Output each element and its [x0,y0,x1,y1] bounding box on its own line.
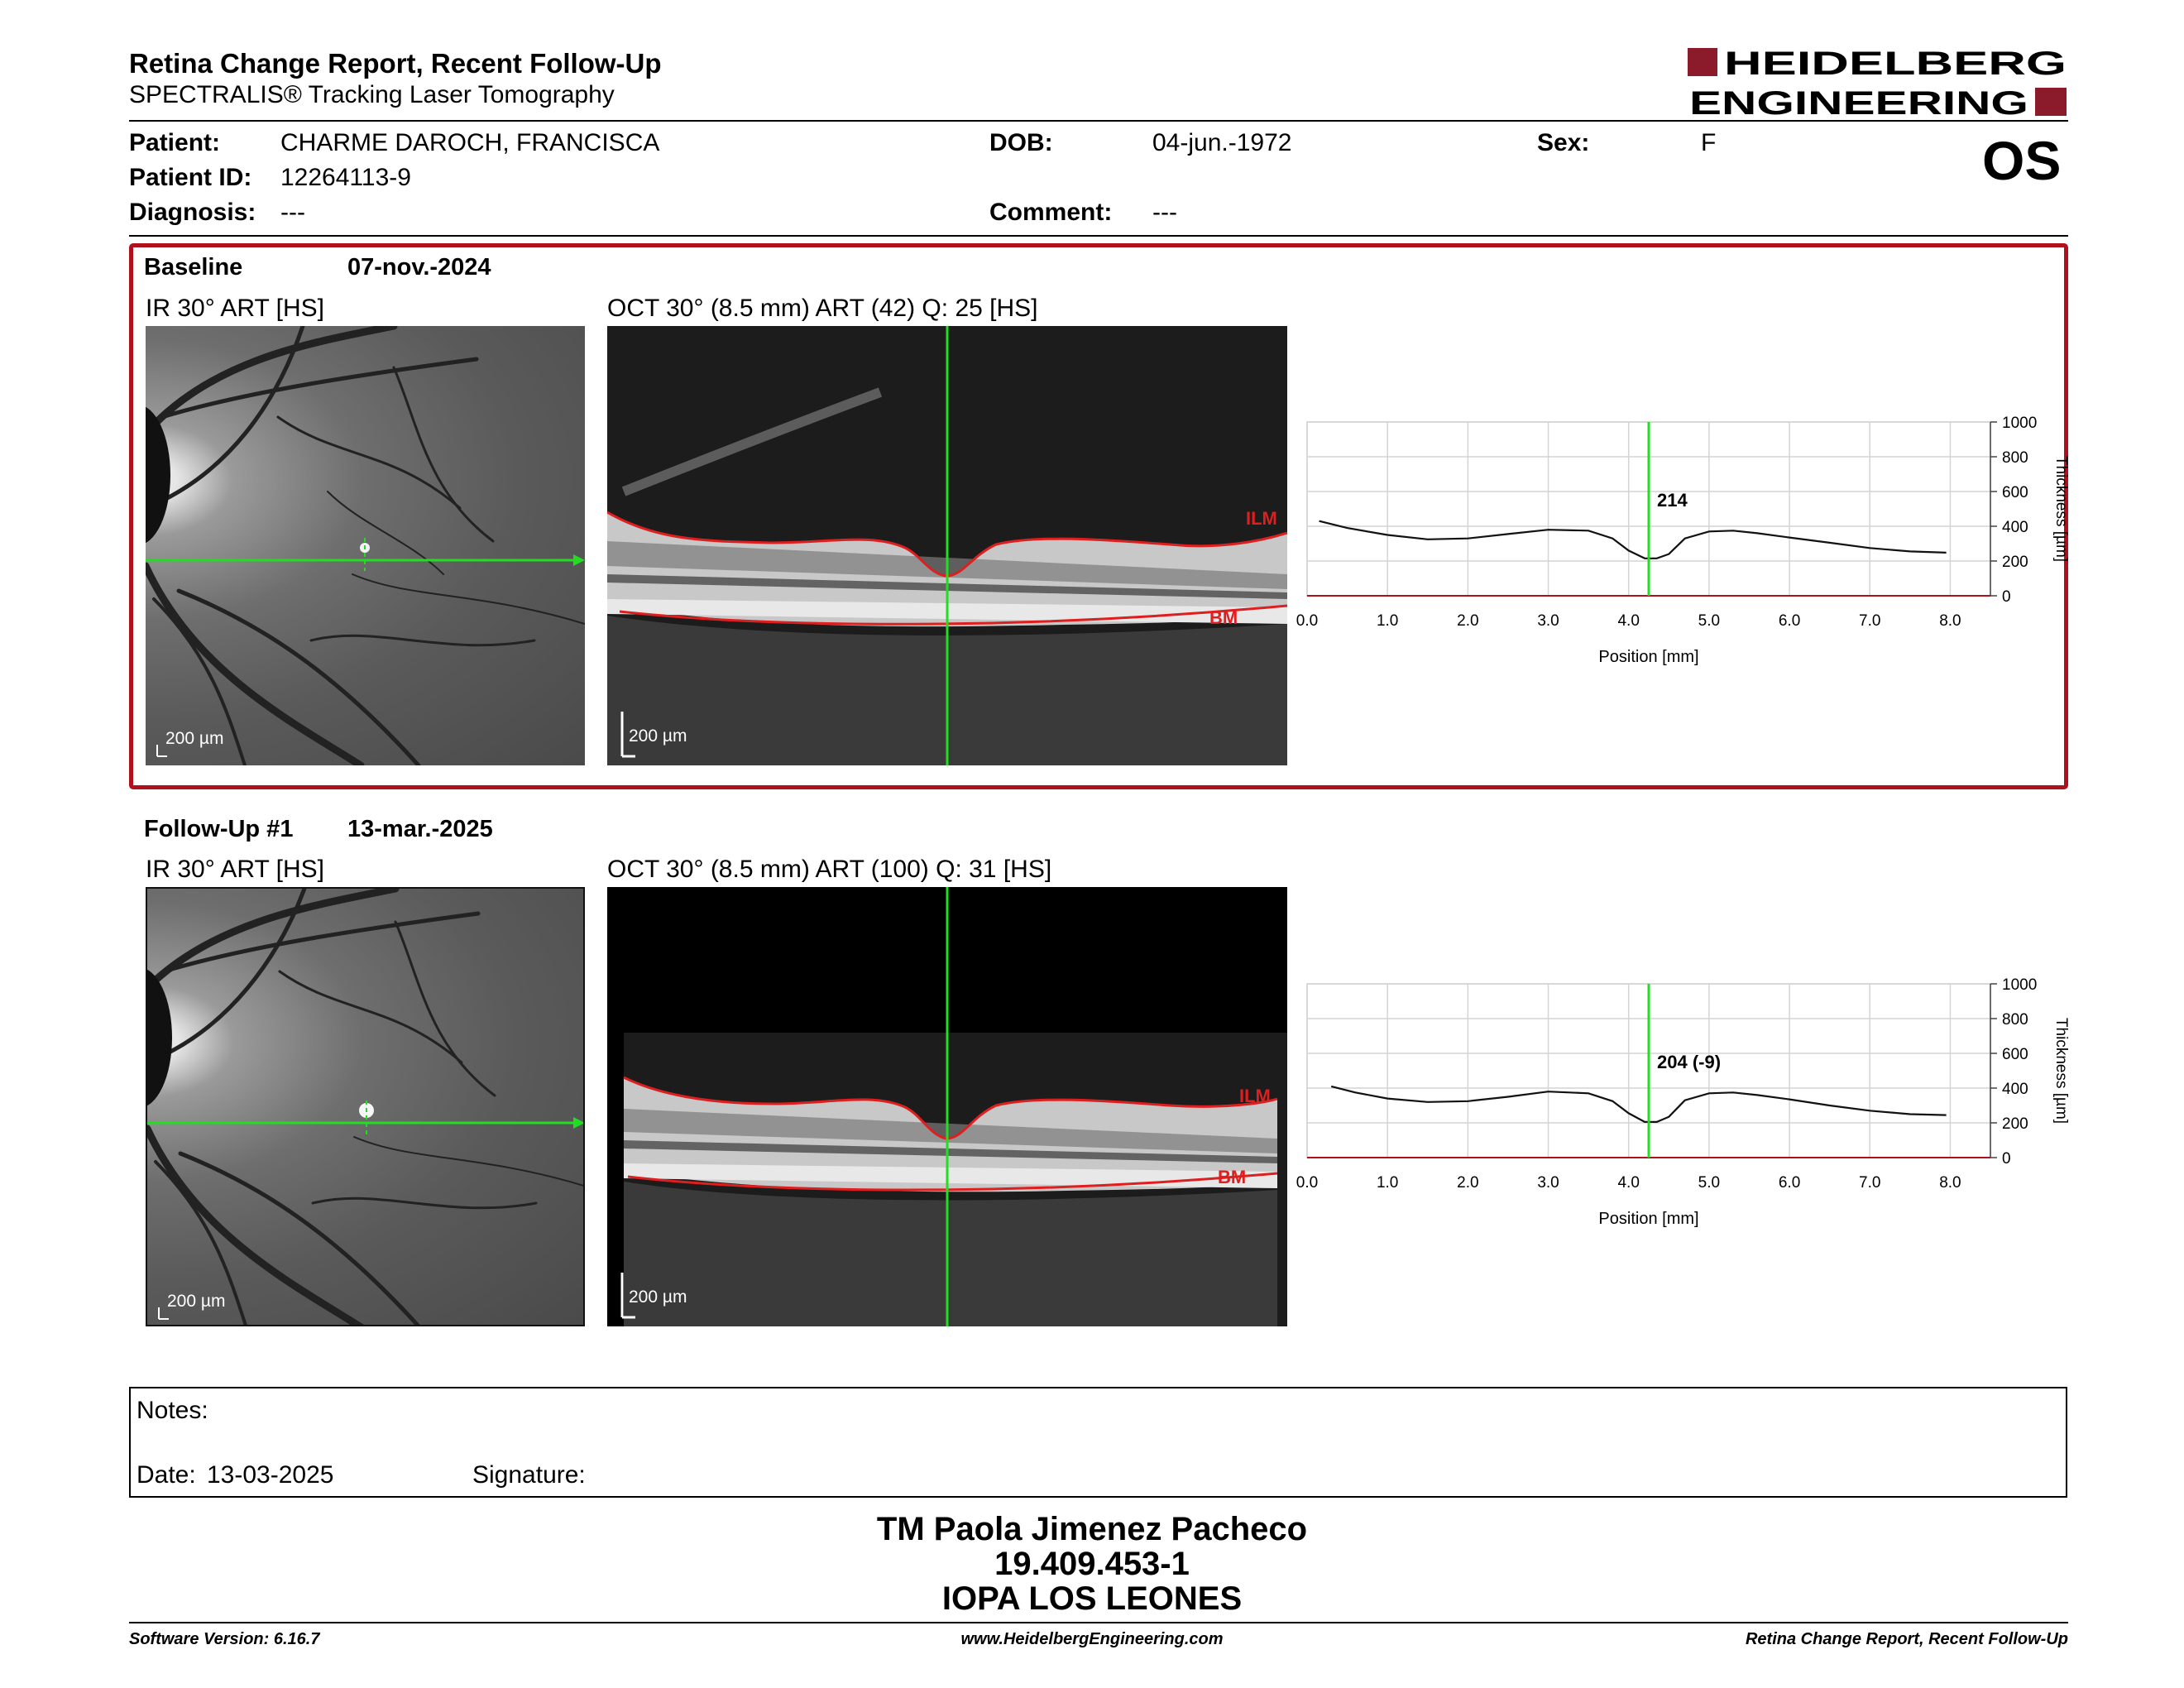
patient-name: CHARME DAROCH, FRANCISCA [280,129,660,156]
comment-label: Comment: [989,199,1113,226]
chart1-ytick-4: 800 [2002,1011,2028,1029]
chart1-thickness-line [1330,1085,1947,1123]
chart1-xtick-7: 7.0 [1859,1174,1880,1192]
signer-place: IOPA LOS LEONES [941,1580,1243,1617]
sex-label: Sex: [1537,129,1590,156]
followup-oct-bscan-image: ILM BM 200 µm [607,887,1287,1326]
baseline-highlight-frame [129,243,2068,789]
footer-report-name: Retina Change Report, Recent Follow-Up [1745,1630,2068,1648]
chart0-ytick-2: 400 [2002,519,2028,536]
chart1-ytick-3: 600 [2002,1046,2028,1063]
heidelberg-logo: HEIDELBERG ENGINEERING [1688,46,2067,119]
chart1-xtick-4: 4.0 [1617,1174,1639,1192]
dob-label: DOB: [989,129,1053,156]
chart0-xtick-2: 2.0 [1457,612,1478,630]
chart0-xtick-4: 4.0 [1617,612,1639,630]
chart1-marker-label: 204 (-9) [1657,1052,1721,1072]
chart0-xtick-5: 5.0 [1698,612,1720,630]
signer-rut: 19.409.453-1 [994,1546,1190,1582]
footer-divider [129,1622,2068,1623]
chart0-x-axis-label: Position [mm] [1598,648,1698,666]
logo-line2: ENGINEERING [1689,85,2028,119]
baseline-bm-label: BM [1209,607,1238,628]
chart1-ytick-5: 1000 [2002,976,2037,994]
notes-label: Notes: [136,1397,208,1424]
followup-ir-caption: IR 30° ART [HS] [146,856,324,883]
patient-id-label: Patient ID: [129,164,252,191]
chart0-xtick-3: 3.0 [1537,612,1559,630]
chart0-xtick-7: 7.0 [1859,612,1880,630]
diagnosis-value: --- [280,199,305,226]
chart1-xtick-8: 8.0 [1939,1174,1961,1192]
report-subtitle: SPECTRALIS® Tracking Laser Tomography [129,81,615,108]
chart1-xtick-2: 2.0 [1457,1174,1478,1192]
followup-bm-label: BM [1218,1167,1246,1187]
chart1-x-axis-label: Position [mm] [1598,1210,1698,1228]
chart0-ytick-0: 0 [2002,588,2011,606]
chart1-xtick-5: 5.0 [1698,1174,1720,1192]
chart0-ytick-4: 800 [2002,449,2028,467]
footer-software-version: Software Version: 6.16.7 [129,1630,320,1648]
chart0-xtick-6: 6.0 [1779,612,1800,630]
baseline-thickness-chart: 0.0 1.0 2.0 3.0 4.0 5.0 6.0 7.0 8.0 0 200 400 600 800… [1296,415,2070,666]
baseline-oct-caption: OCT 30° (8.5 mm) ART (42) Q: 25 [HS] [607,295,1038,322]
chart0-marker-label: 214 [1657,490,1688,511]
chart0-thickness-line [1319,520,1947,559]
notes-date-value: 13-03-2025 [207,1461,334,1489]
chart0-ytick-1: 200 [2002,554,2028,571]
sex-value: F [1701,129,1717,156]
chart1-ytick-0: 0 [2002,1150,2011,1168]
chart0-xtick-1: 1.0 [1377,612,1398,630]
followup-label: Follow-Up #1 [144,816,294,842]
followup-date: 13-mar.-2025 [347,816,493,842]
notes-box: Notes: Date: 13-03-2025 Signature: [129,1387,2067,1498]
chart1-ytick-1: 200 [2002,1115,2028,1133]
notes-date-label: Date: [136,1461,196,1489]
patient-label: Patient: [129,129,221,156]
followup-oct-scale: 200 µm [629,1288,687,1307]
footer-website: www.HeidelbergEngineering.com [960,1630,1224,1648]
chart0-ytick-3: 600 [2002,484,2028,501]
signer-name: TM Paola Jimenez Pacheco [876,1511,1308,1547]
patient-id: 12264113-9 [280,164,411,191]
followup-ir-fundus-image: 200 µm [146,887,585,1326]
report-title: Retina Change Report, Recent Follow-Up [129,48,662,79]
chart1-y-axis-label: Thickness [µm] [2052,1018,2070,1124]
followup-thickness-chart: 0.0 1.0 2.0 3.0 4.0 5.0 6.0 7.0 8.0 0 200 400 600 800… [1296,976,2070,1228]
baseline-label: Baseline [144,254,243,281]
dob-value: 04-jun.-1972 [1152,129,1292,156]
baseline-oct-bscan-image: ILM BM 200 µm [607,326,1287,765]
chart1-xtick-6: 6.0 [1779,1174,1800,1192]
comment-value: --- [1152,199,1177,226]
signature-label: Signature: [472,1461,586,1489]
chart1-xtick-0: 0.0 [1296,1174,1318,1192]
followup-ir-scale: 200 µm [167,1292,226,1311]
chart1-xtick-3: 3.0 [1537,1174,1559,1192]
chart0-xtick-8: 8.0 [1939,612,1961,630]
followup-ilm-label: ILM [1239,1086,1271,1106]
header-divider [129,120,2068,122]
baseline-ilm-label: ILM [1246,508,1277,529]
diagnosis-label: Diagnosis: [129,199,256,226]
baseline-oct-scale: 200 µm [629,727,687,746]
chart0-y-axis-label: Thickness [µm] [2052,456,2070,562]
chart1-ytick-2: 400 [2002,1081,2028,1098]
baseline-ir-caption: IR 30° ART [HS] [146,295,324,322]
patient-divider [129,235,2068,237]
eye-badge: OS [1982,130,2062,191]
chart0-ytick-5: 1000 [2002,415,2037,432]
chart0-xtick-0: 0.0 [1296,612,1318,630]
followup-oct-caption: OCT 30° (8.5 mm) ART (100) Q: 31 [HS] [607,856,1052,883]
baseline-ir-scale: 200 µm [165,729,224,748]
baseline-date: 07-nov.-2024 [347,254,491,281]
baseline-ir-fundus-image: 200 µm [146,326,585,765]
chart1-xtick-1: 1.0 [1377,1174,1398,1192]
logo-line1: HEIDELBERG [1724,46,2067,82]
